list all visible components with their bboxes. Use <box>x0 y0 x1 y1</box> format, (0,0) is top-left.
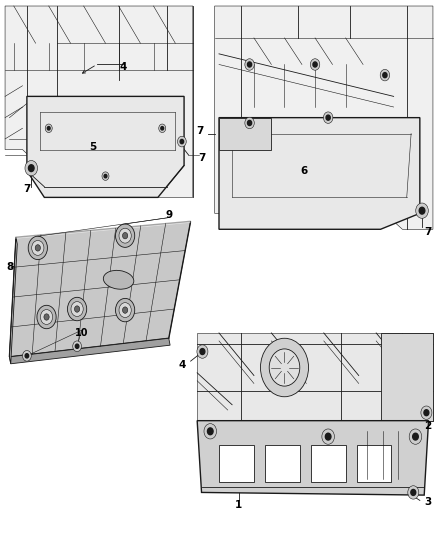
Polygon shape <box>215 6 433 229</box>
Text: 4: 4 <box>178 360 186 370</box>
Text: 9: 9 <box>165 211 172 221</box>
Circle shape <box>322 429 335 445</box>
Circle shape <box>204 424 216 439</box>
Circle shape <box>313 62 317 67</box>
Polygon shape <box>197 421 428 495</box>
Circle shape <box>119 303 131 318</box>
Circle shape <box>411 489 416 495</box>
Polygon shape <box>10 338 170 364</box>
Circle shape <box>75 344 79 349</box>
Polygon shape <box>27 96 184 197</box>
Circle shape <box>102 172 109 180</box>
Circle shape <box>177 136 186 147</box>
Circle shape <box>325 433 331 440</box>
Text: 5: 5 <box>89 142 96 152</box>
Circle shape <box>245 59 254 70</box>
Circle shape <box>247 120 252 125</box>
Circle shape <box>261 338 308 397</box>
Circle shape <box>123 232 128 239</box>
Circle shape <box>326 115 330 120</box>
Text: 10: 10 <box>75 328 88 338</box>
Circle shape <box>47 126 50 130</box>
Circle shape <box>269 349 300 386</box>
Circle shape <box>37 305 56 329</box>
Bar <box>311 445 346 482</box>
Circle shape <box>419 207 425 214</box>
Circle shape <box>28 165 34 172</box>
Circle shape <box>28 236 47 260</box>
Circle shape <box>311 59 320 70</box>
Text: 4: 4 <box>119 62 127 72</box>
Circle shape <box>208 428 213 435</box>
Circle shape <box>104 174 107 178</box>
Polygon shape <box>219 118 420 229</box>
Circle shape <box>247 62 252 67</box>
Bar <box>357 445 392 482</box>
Polygon shape <box>219 118 272 150</box>
Circle shape <box>413 433 418 440</box>
Circle shape <box>71 302 83 317</box>
Polygon shape <box>10 237 17 364</box>
Circle shape <box>35 245 40 251</box>
Text: 8: 8 <box>7 262 14 271</box>
Polygon shape <box>5 6 193 197</box>
Circle shape <box>25 160 38 176</box>
Circle shape <box>197 345 208 358</box>
Circle shape <box>74 306 80 312</box>
Circle shape <box>32 240 44 255</box>
Ellipse shape <box>103 270 134 289</box>
Circle shape <box>116 298 135 322</box>
Circle shape <box>200 349 205 354</box>
Circle shape <box>159 124 166 133</box>
Text: 2: 2 <box>424 421 431 431</box>
Circle shape <box>40 310 53 325</box>
Circle shape <box>45 124 52 133</box>
Circle shape <box>161 126 164 130</box>
Text: 1: 1 <box>235 499 242 510</box>
Text: 6: 6 <box>300 166 308 176</box>
Polygon shape <box>10 221 191 357</box>
Circle shape <box>408 486 419 499</box>
Circle shape <box>116 224 135 247</box>
Circle shape <box>25 354 28 358</box>
Circle shape <box>44 314 49 320</box>
Polygon shape <box>197 333 433 421</box>
Circle shape <box>73 341 81 352</box>
Circle shape <box>380 69 390 81</box>
Circle shape <box>123 307 128 313</box>
Circle shape <box>409 429 422 445</box>
Text: 7: 7 <box>424 227 431 237</box>
Circle shape <box>119 228 131 243</box>
Circle shape <box>383 72 387 78</box>
Bar <box>265 445 300 482</box>
Circle shape <box>67 297 87 321</box>
Circle shape <box>416 203 428 219</box>
Text: 7: 7 <box>198 152 205 163</box>
Polygon shape <box>381 333 433 421</box>
Text: 7: 7 <box>196 126 204 136</box>
Bar <box>219 445 254 482</box>
Circle shape <box>421 406 432 419</box>
Text: 3: 3 <box>424 497 431 507</box>
Circle shape <box>22 351 31 361</box>
Circle shape <box>180 140 184 144</box>
Circle shape <box>245 117 254 128</box>
Circle shape <box>323 112 333 124</box>
Text: 7: 7 <box>23 184 31 195</box>
Circle shape <box>424 410 429 416</box>
